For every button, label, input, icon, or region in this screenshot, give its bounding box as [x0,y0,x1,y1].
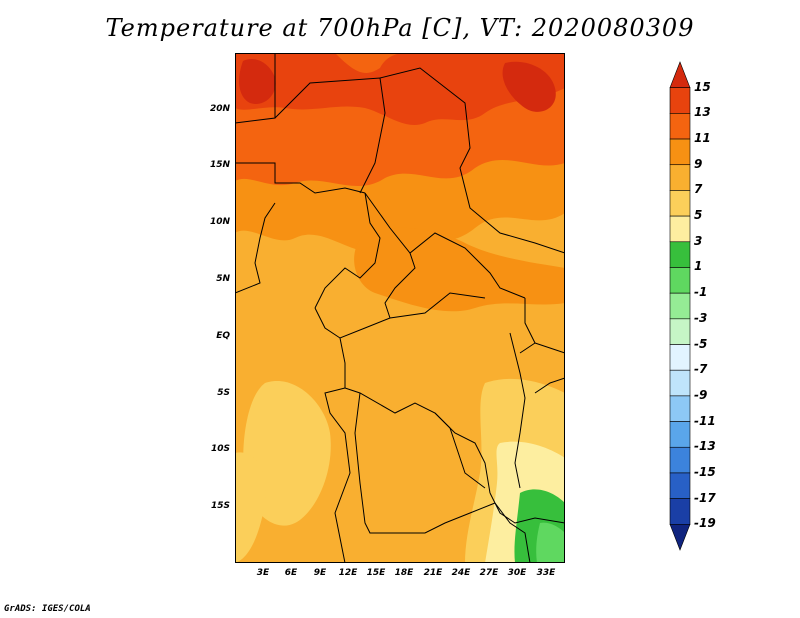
colorbar-segment [669,369,691,397]
colorbar-segment [669,113,691,140]
lon-tick-15e: 15E [366,568,386,578]
credit-text: GrADS: IGES/COLA [4,604,91,614]
colorbar-segment [669,498,691,525]
colorbar-segment [669,344,691,371]
field-north-peak [239,58,276,104]
field-se-1 [536,522,565,563]
colorbar-label: -19 [694,516,716,531]
map-title: Temperature at 700hPa [C], VT: 202008030… [105,14,695,42]
colorbar-segment [669,87,691,114]
lon-tick-21e: 21E [423,568,443,578]
colorbar-label: -15 [694,464,716,479]
colorbar-segment [669,472,691,499]
field-northeast-peak [502,61,556,112]
country-borders [235,53,565,563]
colorbar-segment [669,524,691,551]
colorbar-label: -5 [694,336,708,351]
colorbar-label: 13 [694,105,711,120]
colorbar-label: 1 [694,259,703,274]
lon-tick-27e: 27E [479,568,499,578]
colorbar-segment [669,292,691,320]
lon-tick-12e: 12E [338,568,358,578]
lon-tick-30e: 30E [507,568,527,578]
colorbar-label: 7 [694,182,703,197]
lat-tick-20n: 20N [209,104,230,114]
lon-tick-9e: 9E [313,568,327,578]
colorbar-segment [669,446,691,474]
map-frame [235,53,565,563]
colorbar-label: 3 [694,233,703,248]
colorbar-segment [669,138,691,166]
field-north-15 [235,53,565,126]
lon-tick-24e: 24E [451,568,471,578]
lat-tick-15n: 15N [209,160,230,170]
colorbar-label: 5 [694,208,703,223]
lon-tick-6e: 6E [284,568,298,578]
colorbar-label: -11 [694,413,716,428]
colorbar-label: 9 [694,156,703,171]
colorbar-segment [669,267,691,294]
colorbar-segment [669,164,691,191]
lat-tick-10n: 10N [209,217,230,227]
lat-tick-15s: 15S [210,501,230,511]
colorbar-label: -9 [694,387,708,402]
colorbar-segment [669,318,691,345]
colorbar [669,61,691,551]
colorbar-label: -17 [694,490,716,505]
colorbar-segment [669,61,691,88]
colorbar-segment [669,241,691,268]
colorbar-label: 11 [694,131,711,146]
field-sw-7b [235,452,266,563]
lon-tick-33e: 33E [536,568,556,578]
colorbar-label: -3 [694,310,708,325]
lon-tick-18e: 18E [394,568,414,578]
lat-tick-eq: EQ [216,331,230,341]
colorbar-label: -1 [694,285,708,300]
lat-tick-5s: 5S [217,388,230,398]
lon-tick-3e: 3E [256,568,270,578]
colorbar-segment [669,421,691,448]
colorbar-segment [669,215,691,243]
lat-tick-5n: 5N [216,274,230,284]
lat-tick-10s: 10S [210,444,230,454]
colorbar-label: -7 [694,362,708,377]
colorbar-segment [669,395,691,422]
colorbar-segment [669,190,691,217]
colorbar-label: 15 [694,79,711,94]
temperature-map [235,53,565,563]
colorbar-label: -13 [694,439,716,454]
